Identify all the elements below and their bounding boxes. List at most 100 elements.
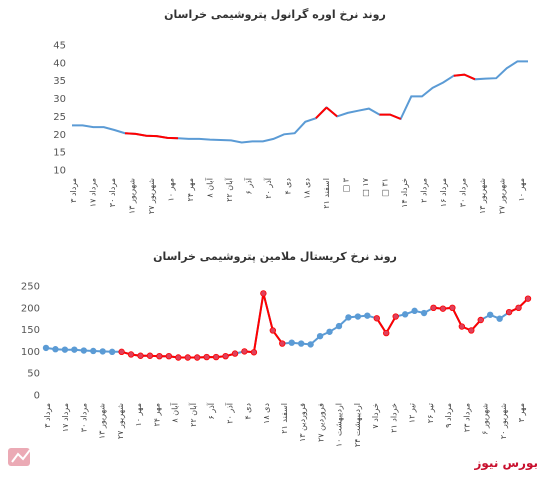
data-point-1-17 [203,353,210,361]
x-tick-label-0-10: ۲۰ آذر [263,177,273,199]
x-tick-label-1-9: ۶ آذر [206,402,216,419]
data-point-1-42 [439,305,447,312]
data-point-1-12 [156,352,163,360]
x-tick-label-1-15: ۲۷ فروردین [316,403,325,442]
x-tick-label-1-18: ۷ خرداد [371,403,380,429]
x-tick-label-0-18: ۲ مرداد [420,178,429,203]
x-tick-label-0-20: ۳۰ مرداد [459,178,468,207]
chart-title-melamine: روند نرخ کریستال ملامین پتروشیمی خراسان [153,250,397,263]
data-point-1-49 [505,308,513,316]
x-tick-label-1-7: ۸ آبان [170,402,180,422]
data-point-1-48 [496,315,503,322]
data-point-1-33 [354,313,362,320]
y-tick-label-1-1: 50 [27,369,40,380]
data-point-1-14 [175,354,182,361]
x-tick-label-1-12: ۱۸ دی [262,403,271,424]
x-tick-label-0-14: □ ۳ [342,177,351,192]
y-tick-label-1-2: 100 [21,347,40,358]
data-point-1-13 [165,352,173,360]
x-tick-label-1-14: ۱۳ فروردین [298,403,307,442]
x-tick-label-0-7: ۸ آبان [204,177,214,197]
data-point-1-37 [392,313,399,320]
data-point-1-20 [231,350,239,357]
x-tick-label-0-23: ۱۰ مهر [517,178,526,202]
highlight-segment-0-2 [325,106,338,118]
urea-price-chart: 10 15 20 25 30 35 40 45 ۳ مرداد ۱۷ مرداد ۳۰ مرداد ۱… [53,41,528,214]
y-tick-label-0-4: 30 [53,94,66,105]
x-tick-label-0-4: ۲۷ شهریور [147,178,156,214]
data-point-1-6 [99,348,106,355]
data-point-1-16 [194,354,201,361]
data-point-1-36 [383,329,390,337]
x-tick-label-1-3: ۱۳ شهریور [98,403,107,439]
data-point-1-18 [212,353,220,361]
y-tick-label-0-1: 15 [53,148,66,159]
data-point-1-15 [184,354,191,361]
x-tick-label-0-22: ۲۷ شهریور [498,178,507,214]
x-tick-label-0-9: ۶ آذر [243,177,253,194]
data-point-1-2 [61,346,69,353]
x-tick-label-0-19: ۱۶ مرداد [439,178,448,207]
data-point-1-40 [420,309,428,317]
x-tick-label-1-16: ۱۰ اردیبهشت [335,403,344,447]
x-tick-label-1-2: ۳۰ مرداد [79,403,88,432]
data-point-1-31 [335,322,343,330]
x-tick-label-0-3: ۱۳ شهریور [127,178,136,214]
x-tick-label-0-16: □ ۳۱ [381,178,390,197]
data-point-1-34 [364,312,371,319]
data-point-1-8 [118,348,125,356]
data-point-1-43 [449,304,456,311]
data-point-1-19 [222,352,229,360]
x-tick-label-1-26: ۳ مهر [517,403,526,422]
highlight-segment-0-3 [379,113,402,120]
highlight-segment-1-5 [433,306,482,332]
data-point-1-25 [279,340,286,347]
data-point-1-46 [477,316,484,324]
highlight-segment-1-3 [262,293,284,345]
x-tick-label-1-25: ۲۰ شهریور [499,403,508,439]
y-tick-label-1-0: 0 [34,391,40,402]
data-point-1-9 [127,351,135,358]
data-point-1-50 [515,304,522,311]
data-point-1-38 [401,311,409,318]
x-tick-label-0-15: □ ۱۷ [361,177,370,196]
x-tick-label-1-23: ۲۳ مرداد [462,403,471,432]
x-tick-label-0-11: ۴ دی [283,178,292,195]
x-tick-label-1-0: ۳ مرداد [43,403,52,428]
data-point-1-3 [71,346,78,353]
bourse-news-logo-icon [8,448,31,466]
data-point-1-29 [316,332,324,340]
y-tick-label-0-0: 10 [53,166,66,177]
y-tick-label-1-5: 250 [21,282,40,293]
data-point-1-24 [269,327,277,334]
highlight-segment-1-2 [252,293,265,353]
x-tick-label-1-10: ۲۰ آذر [224,402,234,424]
x-tick-label-1-5: ۱۰ مهر [134,403,143,427]
data-point-1-30 [326,328,333,335]
data-point-1-28 [307,341,314,348]
highlight-segment-0-1 [315,106,328,119]
data-point-1-21 [241,348,248,355]
y-tick-label-0-7: 45 [53,41,66,52]
data-point-1-51 [524,295,532,302]
data-point-1-22 [250,349,258,356]
data-point-1-45 [468,327,475,334]
highlight-segment-0-0 [124,132,179,140]
y-tick-label-1-4: 200 [21,303,40,314]
data-point-1-10 [137,352,144,359]
data-point-1-23 [260,290,267,297]
bourse-news-watermark: بورس نیوز [474,456,538,470]
data-point-1-44 [458,323,466,330]
data-point-1-4 [80,347,88,354]
x-tick-label-0-2: ۳۰ مرداد [108,178,117,207]
data-point-1-32 [345,314,352,321]
series-line-1 [45,293,529,359]
x-tick-label-1-6: ۲۴ مهر [152,403,161,427]
chart-title-urea: روند نرخ اوره گرانول پتروشیمی خراسان [164,8,386,21]
x-tick-label-1-20: ۱۲ تیر [408,403,417,423]
x-tick-label-1-22: ۹ مرداد [444,403,453,428]
data-point-1-11 [146,352,154,359]
data-point-1-41 [430,304,437,311]
x-tick-label-1-17: ۲۴ اردیبهشت [353,403,362,447]
